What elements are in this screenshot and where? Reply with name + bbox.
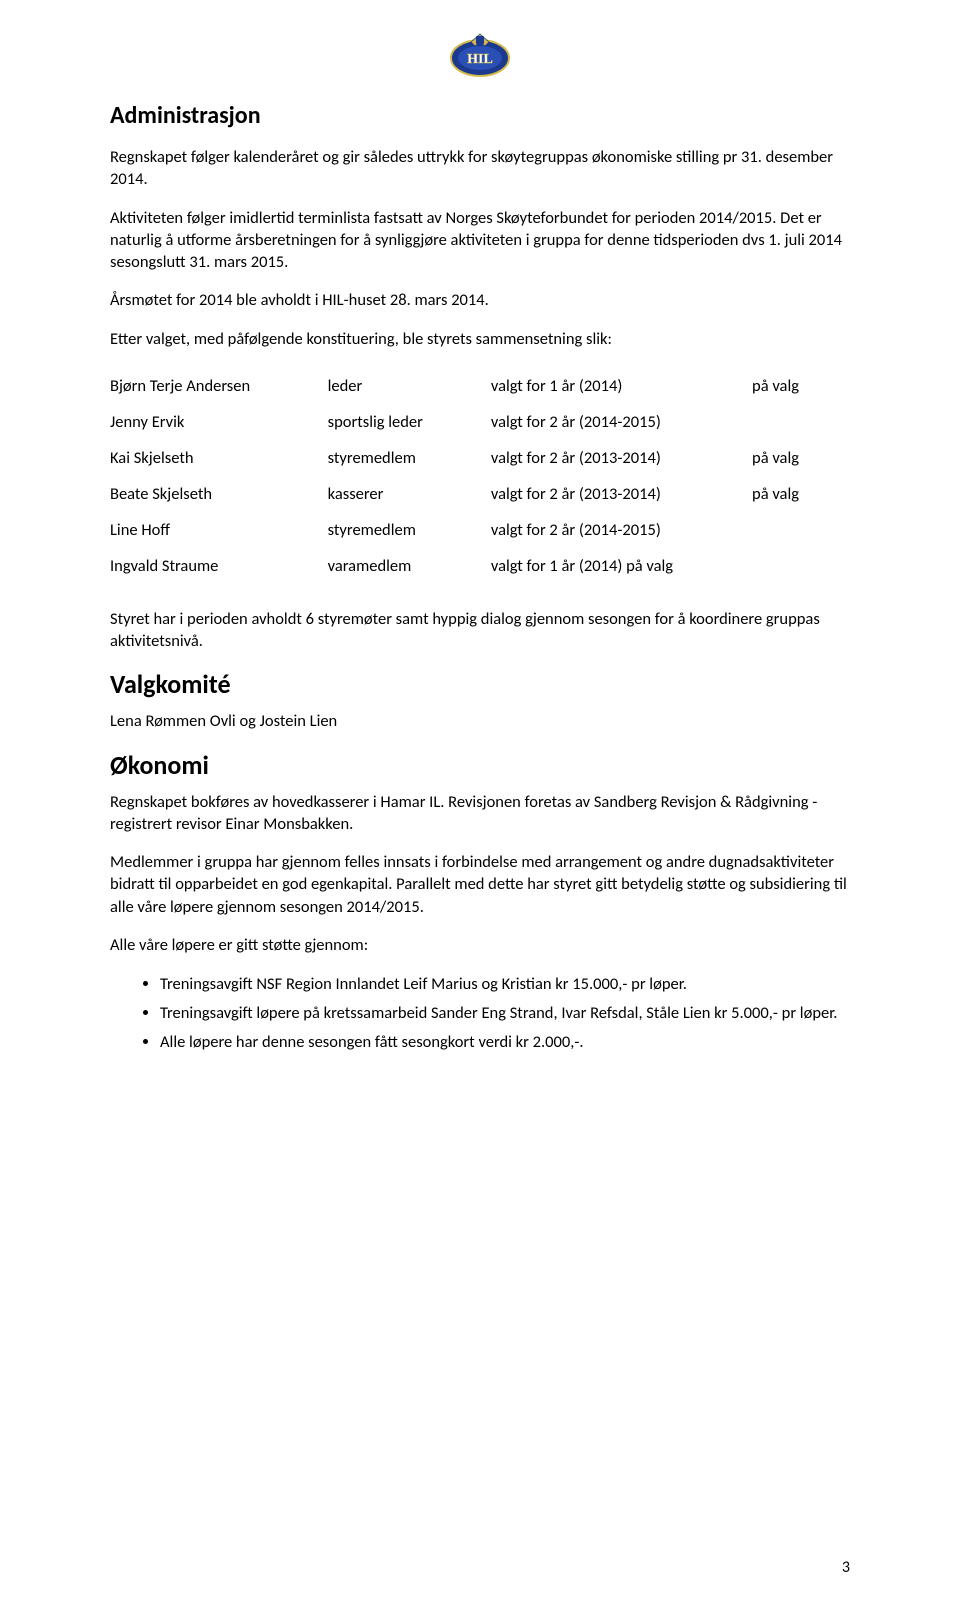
- heading-okonomi: Økonomi: [110, 749, 850, 781]
- paragraph: Regnskapet bokføres av hovedkasserer i H…: [110, 791, 850, 836]
- table-row: Beate Skjelsethkasserervalgt for 2 år (2…: [110, 476, 850, 512]
- board-role: styremedlem: [328, 440, 491, 476]
- heading-valgkomite: Valgkomité: [110, 668, 850, 700]
- board-role: kasserer: [328, 476, 491, 512]
- table-row: Ingvald Straumevaramedlemvalgt for 1 år …: [110, 548, 850, 584]
- board-term: valgt for 2 år (2013-2014): [491, 476, 752, 512]
- document-page: HIL Administrasjon Regnskapet følger kal…: [0, 0, 960, 1601]
- board-table: Bjørn Terje Andersenledervalgt for 1 år …: [110, 368, 850, 584]
- board-status: [752, 548, 850, 584]
- board-status: på valg: [752, 440, 850, 476]
- heading-administrasjon: Administrasjon: [110, 101, 850, 130]
- table-row: Jenny Erviksportslig ledervalgt for 2 år…: [110, 404, 850, 440]
- board-term: valgt for 2 år (2014-2015): [491, 512, 752, 548]
- board-name: Line Hoff: [110, 512, 328, 548]
- board-name: Beate Skjelseth: [110, 476, 328, 512]
- paragraph: Lena Rømmen Ovli og Jostein Lien: [110, 710, 850, 732]
- table-row: Bjørn Terje Andersenledervalgt for 1 år …: [110, 368, 850, 404]
- bullet-list: Treningsavgift NSF Region Innlandet Leif…: [160, 972, 850, 1054]
- board-status: [752, 512, 850, 548]
- logo-container: HIL: [110, 30, 850, 83]
- board-role: leder: [328, 368, 491, 404]
- board-term: valgt for 1 år (2014) på valg: [491, 548, 752, 584]
- list-item: Treningsavgift NSF Region Innlandet Leif…: [160, 972, 850, 997]
- board-name: Bjørn Terje Andersen: [110, 368, 328, 404]
- paragraph: Regnskapet følger kalenderåret og gir så…: [110, 146, 850, 191]
- board-status: på valg: [752, 476, 850, 512]
- svg-text:HIL: HIL: [467, 52, 493, 67]
- paragraph: Alle våre løpere er gitt støtte gjennom:: [110, 934, 850, 956]
- paragraph: Etter valget, med påfølgende konstitueri…: [110, 328, 850, 350]
- page-number: 3: [842, 1558, 850, 1577]
- paragraph: Styret har i perioden avholdt 6 styremøt…: [110, 608, 850, 653]
- board-name: Ingvald Straume: [110, 548, 328, 584]
- table-row: Line Hoffstyremedlemvalgt for 2 år (2014…: [110, 512, 850, 548]
- board-term: valgt for 1 år (2014): [491, 368, 752, 404]
- list-item: Alle løpere har denne sesongen fått seso…: [160, 1030, 850, 1055]
- table-row: Kai Skjelsethstyremedlemvalgt for 2 år (…: [110, 440, 850, 476]
- board-role: varamedlem: [328, 548, 491, 584]
- board-status: [752, 404, 850, 440]
- paragraph: Aktiviteten følger imidlertid terminlist…: [110, 207, 850, 274]
- board-name: Jenny Ervik: [110, 404, 328, 440]
- club-logo-icon: HIL: [449, 30, 511, 83]
- list-item: Treningsavgift løpere på kretssamarbeid …: [160, 1001, 850, 1026]
- board-name: Kai Skjelseth: [110, 440, 328, 476]
- board-role: styremedlem: [328, 512, 491, 548]
- board-status: på valg: [752, 368, 850, 404]
- paragraph: Medlemmer i gruppa har gjennom felles in…: [110, 851, 850, 918]
- board-term: valgt for 2 år (2014-2015): [491, 404, 752, 440]
- paragraph: Årsmøtet for 2014 ble avholdt i HIL-huse…: [110, 289, 850, 311]
- board-role: sportslig leder: [328, 404, 491, 440]
- board-term: valgt for 2 år (2013-2014): [491, 440, 752, 476]
